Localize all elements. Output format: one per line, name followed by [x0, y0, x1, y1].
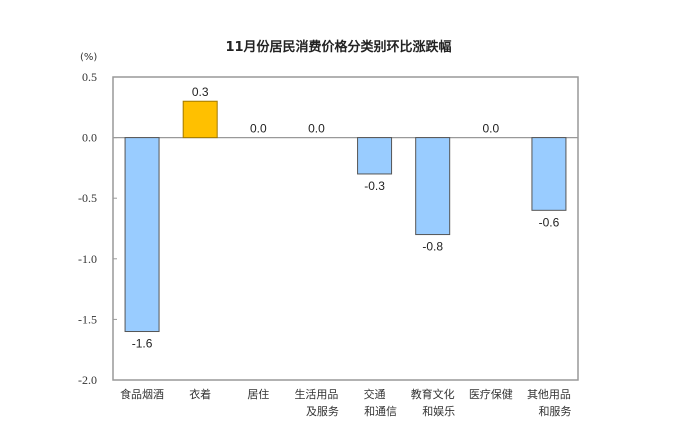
- x-category-label: 食品烟酒: [120, 387, 164, 401]
- x-category-label: 教育文化: [411, 387, 455, 401]
- bar-value-label: 0.0: [308, 122, 325, 136]
- bar-value-label: -0.8: [422, 240, 443, 254]
- x-category-label: 生活用品: [294, 387, 338, 401]
- bar: [182, 100, 218, 139]
- bar: [124, 137, 160, 333]
- x-category-label: 衣着: [189, 387, 211, 401]
- x-category-label: 医疗保健: [469, 387, 513, 401]
- x-category-label: 及服务: [306, 405, 339, 418]
- x-category-label: 和服务: [538, 405, 571, 418]
- x-category-label: 其他用品: [527, 388, 571, 401]
- bar-value-label: -1.6: [132, 337, 153, 351]
- bar-value-label: -0.3: [364, 179, 385, 193]
- plot-frame: [112, 76, 579, 381]
- bar: [415, 137, 451, 236]
- y-tick-label: -0.5: [78, 191, 97, 205]
- bar-value-label: 0.0: [250, 122, 267, 136]
- y-tick-label: -1.5: [78, 312, 97, 326]
- bar: [357, 137, 393, 175]
- x-category-label: 和娱乐: [422, 404, 455, 418]
- bar-value-label: 0.3: [192, 85, 209, 99]
- chart-title: 11月份居民消费价格分类别环比涨跌幅: [225, 40, 452, 55]
- bar: [531, 137, 567, 211]
- y-tick-label: -2.0: [78, 373, 97, 387]
- x-category-label: 和通信: [364, 405, 397, 418]
- x-category-label: 居住: [247, 387, 269, 401]
- y-tick-label: 0.5: [82, 70, 97, 84]
- y-axis-unit: (%): [80, 52, 98, 63]
- y-tick-label: -1.0: [78, 252, 97, 266]
- bar-value-label: -0.6: [539, 215, 560, 229]
- y-tick-label: 0.0: [82, 131, 97, 145]
- x-category-label: 交通: [364, 387, 386, 401]
- bar-value-label: 0.0: [482, 122, 499, 136]
